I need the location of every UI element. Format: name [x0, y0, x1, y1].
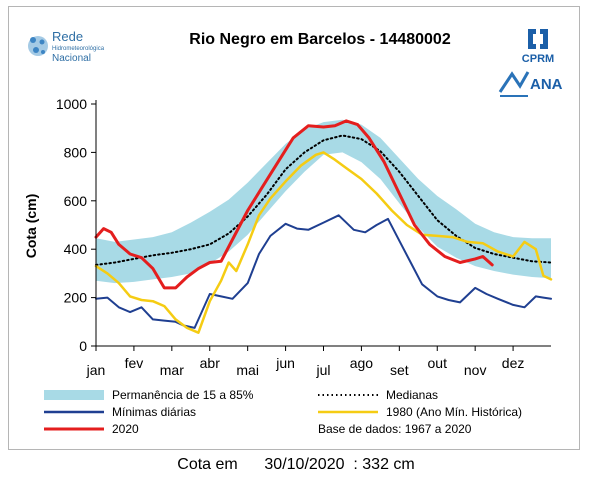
legend-label: 2020: [112, 422, 139, 436]
legend-label: Medianas: [386, 388, 438, 402]
x-tick-label: mar: [160, 362, 184, 378]
legend-label: 1980 (Ano Mín. Histórica): [386, 405, 522, 419]
footer-value: : 332 cm: [353, 456, 415, 473]
legend-entry: Permanência de 15 a 85%: [44, 388, 254, 402]
cprm-logo: CPRM: [522, 29, 554, 65]
rede-logo-line3: Nacional: [52, 53, 91, 64]
band-layer: [96, 119, 551, 284]
y-tick-label: 800: [64, 144, 88, 160]
x-tick-label: mai: [236, 362, 259, 378]
legend-swatch: [44, 390, 104, 400]
y-tick-label: 0: [79, 338, 87, 354]
x-tick-label: ago: [350, 355, 374, 371]
x-tick-label: jul: [315, 362, 330, 378]
x-tick-label: nov: [464, 362, 487, 378]
chart-frame: [8, 6, 580, 450]
series-2020: [94, 119, 494, 290]
x-tick-label: abr: [200, 355, 221, 371]
series-medianas: [95, 134, 552, 266]
x-tick-label: jun: [275, 355, 295, 371]
x-tick-label: set: [390, 362, 409, 378]
legend-label: Mínimas diárias: [112, 405, 196, 419]
ana-logo: ANA: [498, 71, 563, 97]
chart-title: Rio Negro em Barcelos - 14480002: [189, 31, 451, 48]
series-minimas: [95, 214, 552, 329]
ana-wave-icon: [498, 71, 530, 97]
rede-logo-line1: Rede: [52, 29, 83, 44]
footer-label: Cota em: [177, 456, 238, 473]
rede-logo-line2: Hidrometeorológica: [52, 46, 105, 52]
footer-date: 30/10/2020: [264, 456, 345, 473]
ana-logo-text: ANA: [530, 76, 563, 93]
y-axis-label: Cota (cm): [23, 194, 39, 259]
cprm-emblem-icon: [528, 29, 548, 49]
x-tick-label: out: [428, 355, 448, 371]
y-tick-label: 600: [64, 193, 88, 209]
legend-label: Permanência de 15 a 85%: [112, 388, 254, 402]
series-layer: [94, 119, 553, 334]
x-tick-label: dez: [502, 355, 525, 371]
y-tick-label: 400: [64, 241, 88, 257]
x-tick-label: jan: [86, 362, 106, 378]
database-note: Base de dados: 1967 a 2020: [318, 422, 472, 436]
x-tick-label: fev: [125, 355, 144, 371]
footer-reading: Cota em 30/10/2020 : 332 cm: [0, 456, 592, 474]
y-tick-label: 1000: [56, 96, 87, 112]
legend-entry: Medianas: [318, 388, 438, 402]
band-permanencia: [96, 119, 551, 284]
y-tick-label: 200: [64, 290, 88, 306]
chart: Rede Hidrometeorológica Nacional Rio Neg…: [23, 29, 563, 436]
axes: 0 200 400 600 800 1000 jan fev mar abr mai jun jul ag…: [56, 96, 551, 378]
cprm-logo-text: CPRM: [522, 53, 554, 65]
legend-entry: 2020: [44, 422, 139, 436]
series-1980: [94, 151, 553, 334]
rede-logo: Rede Hidrometeorológica Nacional: [28, 29, 105, 64]
legend: Permanência de 15 a 85% Mínimas diárias 20…: [44, 388, 522, 436]
rede-globe-icon: [28, 36, 48, 56]
legend-entry: 1980 (Ano Mín. Histórica): [318, 405, 522, 419]
legend-entry: Mínimas diárias: [44, 405, 196, 419]
